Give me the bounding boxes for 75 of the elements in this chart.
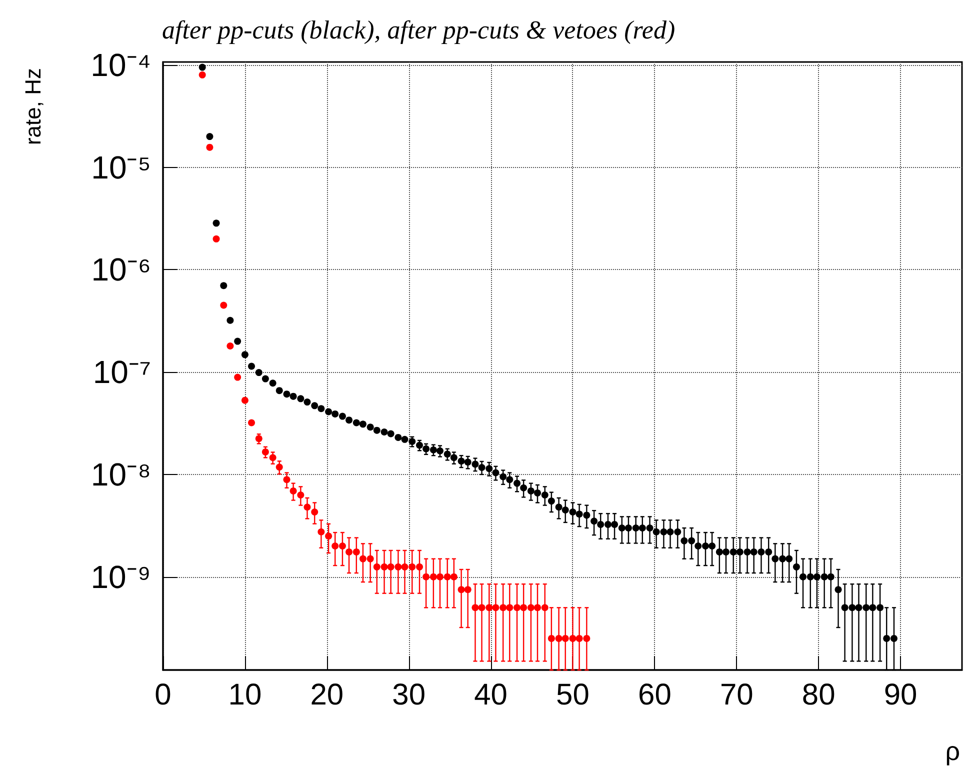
point xyxy=(436,573,444,580)
point xyxy=(500,604,507,612)
point xyxy=(290,487,297,494)
point xyxy=(416,563,423,570)
point xyxy=(276,464,283,471)
point xyxy=(422,573,430,580)
point xyxy=(444,573,451,580)
x-tick-label: 30 xyxy=(392,678,426,712)
point xyxy=(527,604,534,612)
point xyxy=(576,634,583,642)
point xyxy=(269,454,276,462)
point xyxy=(262,448,269,456)
point xyxy=(255,435,262,442)
point xyxy=(366,555,374,562)
point xyxy=(373,563,380,570)
point xyxy=(332,542,339,550)
point xyxy=(234,374,242,381)
point xyxy=(325,532,332,540)
point xyxy=(450,573,458,580)
point xyxy=(304,504,311,511)
point xyxy=(430,573,437,580)
x-tick-label: 70 xyxy=(720,678,754,712)
point xyxy=(569,634,576,642)
point xyxy=(248,419,256,426)
point xyxy=(206,144,214,151)
x-axis-title: ρ xyxy=(945,736,960,766)
point xyxy=(226,342,234,350)
point xyxy=(492,604,500,612)
point xyxy=(408,563,416,570)
y-tick-label: 10⁻⁴ xyxy=(90,47,151,84)
point xyxy=(352,548,360,556)
point xyxy=(346,548,353,556)
x-tick-label: 50 xyxy=(556,678,590,712)
x-tick-label: 0 xyxy=(154,678,172,712)
x-tick-label: 90 xyxy=(884,678,918,712)
point xyxy=(318,528,325,536)
point xyxy=(387,563,394,570)
point xyxy=(520,604,528,612)
y-axis-title: rate, Hz xyxy=(20,68,46,146)
point xyxy=(198,71,206,78)
y-tick-label: 10⁻⁸ xyxy=(90,456,151,492)
x-tick-label: 40 xyxy=(474,678,508,712)
point xyxy=(583,634,590,642)
chart-title: after pp-cuts (black), after pp-cuts & vetoes (red) xyxy=(162,16,676,44)
y-tick-label: 10⁻⁷ xyxy=(92,354,151,390)
point xyxy=(359,555,366,562)
point xyxy=(514,604,521,612)
point xyxy=(478,604,486,612)
point xyxy=(380,563,388,570)
point xyxy=(541,604,548,612)
point xyxy=(464,586,472,594)
point xyxy=(297,492,304,499)
point xyxy=(486,604,493,612)
point xyxy=(220,302,228,309)
point xyxy=(472,604,479,612)
y-tick-label: 10⁻⁹ xyxy=(90,558,151,595)
x-tick-label: 20 xyxy=(310,678,344,712)
y-tick-label: 10⁻⁵ xyxy=(91,149,151,186)
point xyxy=(311,508,318,516)
point xyxy=(548,634,555,642)
point xyxy=(338,542,346,550)
point xyxy=(562,634,569,642)
point xyxy=(241,396,248,404)
point xyxy=(534,604,542,612)
point xyxy=(555,634,562,642)
x-tick-label: 80 xyxy=(802,678,836,712)
x-tick-label: 10 xyxy=(228,678,262,712)
y-tick-label: 10⁻⁶ xyxy=(91,252,151,288)
x-tick-label: 60 xyxy=(638,678,672,712)
point xyxy=(283,476,290,484)
point xyxy=(506,604,514,612)
point xyxy=(458,586,465,594)
point xyxy=(212,235,220,242)
point xyxy=(401,563,408,570)
point xyxy=(394,563,402,570)
